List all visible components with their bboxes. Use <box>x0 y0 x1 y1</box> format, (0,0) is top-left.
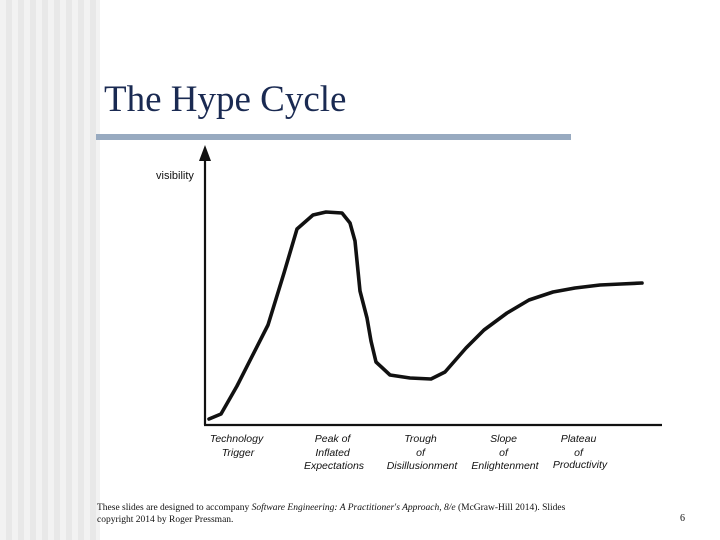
phase-label-plateau-of-productivity: Plateau of Productivity <box>553 433 608 471</box>
decorative-stripes <box>0 0 100 540</box>
phase-label-technology-trigger: Technology Trigger <box>210 433 266 459</box>
hype-cycle-figure: visibility Technology Trigger Peak of In… <box>155 143 663 473</box>
hype-curve <box>207 210 644 421</box>
hype-cycle-diagram: visibility Technology Trigger Peak of In… <box>156 145 662 472</box>
title-underline <box>96 134 571 140</box>
footer-copyright-note: These slides are designed to accompany S… <box>97 502 567 526</box>
footer-book-title: Software Engineering: A Practitioner's A… <box>251 503 456 513</box>
y-axis-arrow <box>199 145 211 161</box>
footer-text-after: (McGraw-Hill 2014). Slides copyright 201… <box>97 503 566 525</box>
page-number: 6 <box>680 513 685 524</box>
phase-label-trough-of-disillusionment: Trough of Disillusionment <box>387 433 459 472</box>
phase-label-peak-of-inflated-expectations: Peak of Inflated Expectations <box>304 433 365 472</box>
y-axis-label: visibility <box>156 170 194 182</box>
footer-text-before: These slides are designed to accompany <box>97 503 252 513</box>
slide-title: The Hype Cycle <box>104 79 347 120</box>
phase-label-slope-of-enlightenment: Slope of Enlightenment <box>471 433 539 472</box>
